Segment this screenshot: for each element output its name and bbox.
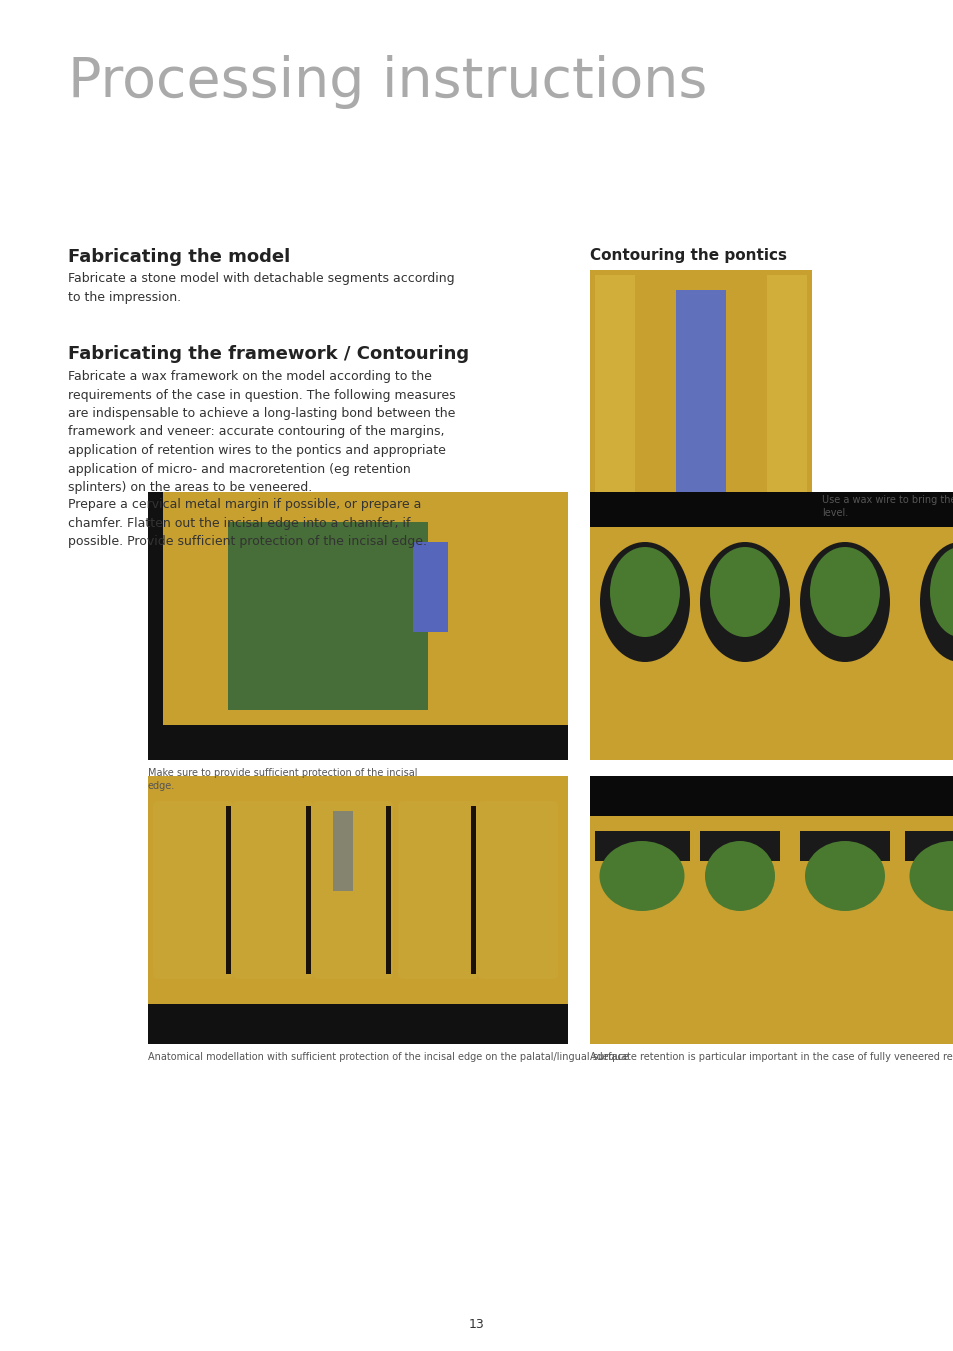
Text: Fabricate a stone model with detachable segments according
to the impression.: Fabricate a stone model with detachable … bbox=[68, 272, 455, 304]
Ellipse shape bbox=[929, 547, 953, 638]
Bar bbox=[228, 521, 428, 711]
FancyBboxPatch shape bbox=[233, 801, 313, 979]
Text: 13: 13 bbox=[469, 1319, 484, 1331]
Bar bbox=[306, 807, 311, 974]
FancyBboxPatch shape bbox=[152, 801, 233, 979]
Bar bbox=[148, 1004, 567, 1044]
Ellipse shape bbox=[919, 542, 953, 662]
Ellipse shape bbox=[809, 547, 879, 638]
Bar bbox=[589, 775, 953, 1044]
Text: Anatomical modellation with sufficient protection of the incisal edge on the pal: Anatomical modellation with sufficient p… bbox=[148, 1052, 628, 1062]
Bar bbox=[333, 811, 353, 892]
FancyBboxPatch shape bbox=[696, 827, 783, 1002]
FancyBboxPatch shape bbox=[900, 827, 953, 1002]
FancyBboxPatch shape bbox=[313, 801, 393, 979]
Bar bbox=[148, 775, 567, 1044]
Ellipse shape bbox=[908, 842, 953, 911]
Text: Fabricating the model: Fabricating the model bbox=[68, 249, 290, 266]
Ellipse shape bbox=[598, 842, 684, 911]
Bar bbox=[386, 807, 391, 974]
Bar bbox=[589, 270, 811, 555]
Text: Use a wax wire to bring the pontics to the same
level.: Use a wax wire to bring the pontics to t… bbox=[821, 494, 953, 519]
Bar bbox=[589, 527, 953, 761]
FancyBboxPatch shape bbox=[477, 801, 558, 979]
Bar bbox=[148, 492, 163, 761]
Ellipse shape bbox=[804, 842, 884, 911]
Bar bbox=[413, 542, 448, 632]
Bar bbox=[904, 831, 953, 861]
Bar bbox=[595, 831, 689, 861]
Bar bbox=[457, 503, 553, 725]
Text: Fabricate a wax framework on the model according to the
requirements of the case: Fabricate a wax framework on the model a… bbox=[68, 370, 456, 494]
Text: Prepare a cervical metal margin if possible, or prepare a
chamfer. Flatten out t: Prepare a cervical metal margin if possi… bbox=[68, 499, 427, 549]
Bar bbox=[700, 831, 780, 861]
Bar bbox=[766, 276, 806, 509]
Bar bbox=[589, 492, 953, 761]
Bar bbox=[226, 807, 231, 974]
Text: Adequate retention is particular important in the case of fully veneered restora: Adequate retention is particular importa… bbox=[589, 1052, 953, 1062]
Ellipse shape bbox=[800, 542, 889, 662]
Bar bbox=[148, 725, 567, 761]
FancyBboxPatch shape bbox=[795, 827, 893, 1002]
FancyBboxPatch shape bbox=[397, 801, 477, 979]
Bar bbox=[589, 816, 953, 1044]
Bar bbox=[589, 515, 811, 555]
Bar bbox=[471, 807, 476, 974]
Bar bbox=[148, 492, 567, 761]
Bar bbox=[676, 290, 725, 494]
Bar bbox=[800, 831, 889, 861]
Text: Fabricating the framework / Contouring: Fabricating the framework / Contouring bbox=[68, 345, 469, 363]
Text: Make sure to provide sufficient protection of the incisal
edge.: Make sure to provide sufficient protecti… bbox=[148, 767, 417, 792]
Ellipse shape bbox=[599, 542, 689, 662]
Text: Processing instructions: Processing instructions bbox=[68, 55, 706, 109]
Ellipse shape bbox=[709, 547, 780, 638]
Ellipse shape bbox=[700, 542, 789, 662]
Text: Contouring the pontics: Contouring the pontics bbox=[589, 249, 786, 263]
Ellipse shape bbox=[704, 842, 774, 911]
Ellipse shape bbox=[609, 547, 679, 638]
Bar bbox=[228, 521, 428, 711]
FancyBboxPatch shape bbox=[590, 827, 693, 1002]
Bar bbox=[595, 276, 635, 509]
